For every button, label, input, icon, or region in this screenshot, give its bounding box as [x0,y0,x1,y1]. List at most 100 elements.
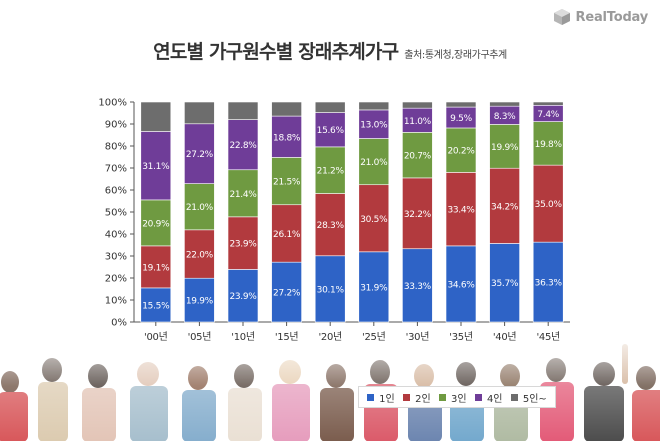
data-label: 21.5% [273,178,301,188]
bar-segment [358,109,390,139]
data-label: 15.6% [317,126,345,136]
bar-segment [271,115,302,158]
brand-logo[interactable]: RealToday [552,6,648,28]
bar-segment [402,248,433,323]
legend-swatch [367,393,375,401]
bar-segment [402,177,433,250]
x-tick-label: '20년 [318,331,342,343]
bar-segment [227,101,259,120]
legend-swatch [403,393,411,401]
data-label: 13.0% [360,121,388,131]
data-label: 19.9% [186,297,214,307]
x-tick-label: '40년 [493,331,517,343]
data-label: 7.4% [537,110,559,120]
data-label: 19.1% [142,263,170,273]
title-block: 연도별 가구원수별 장래추계가구 출처:통계청,장래가구추계 [0,37,660,64]
x-tick-label: '30년 [406,331,430,343]
y-tick-label: 0% [111,318,127,329]
bar-segment [314,112,346,148]
legend-label: 1인 [379,393,395,405]
data-label: 34.6% [447,280,475,290]
data-label: 21.0% [360,158,388,168]
bar-segment [184,101,215,125]
bar-segment [140,101,172,132]
bar-segment [184,183,215,231]
bar-segment [271,261,302,323]
data-label: 20.7% [404,152,432,162]
y-tick-label: 40% [105,230,127,241]
data-label: 27.2% [273,289,301,299]
x-tick-label: '05년 [188,331,212,343]
bar-segment [445,172,477,247]
chart-legend: 1인 2인 3인 4인 5인~ [358,386,556,408]
legend-item: 1인 [367,390,395,405]
legend-label: 5인~ [522,393,547,405]
bar-segment [271,204,302,263]
legend-item: 2인 [403,390,431,405]
chart-title: 연도별 가구원수별 장래추계가구 [153,41,399,63]
data-label: 20.9% [142,219,170,229]
bar-segment [227,216,259,270]
bar-segment [140,287,172,323]
bar-segment [489,167,520,244]
x-tick-label: '35년 [449,331,473,343]
legend-label: 3인 [451,393,467,405]
data-label: 35.7% [491,279,519,289]
data-label: 11.0% [404,117,432,127]
data-label: 19.9% [491,143,519,153]
x-tick-label: '25년 [362,331,386,343]
x-tick-label: '00년 [144,331,168,343]
bar-segment [532,101,564,106]
data-label: 27.2% [186,150,214,160]
bar-segment [227,119,259,171]
bar-segment [184,123,215,184]
bar-segment [227,269,259,323]
chart-source: 출처:통계청,장래가구추계 [404,50,507,61]
data-label: 23.9% [229,240,257,250]
bar-segment [358,138,390,186]
bar-segment [358,184,390,253]
x-tick-label: '15년 [275,331,299,343]
bar-segment [184,277,215,323]
x-tick-label: '45년 [536,331,560,343]
bar-segment [314,146,346,194]
data-label: 9.5% [450,114,472,124]
data-label: 31.9% [360,283,388,293]
bar-segment [140,199,172,247]
legend-item: 5인~ [510,390,547,405]
bar-segment [140,131,172,201]
y-tick-label: 60% [105,186,127,197]
data-label: 22.0% [186,251,214,261]
data-label: 19.8% [535,140,563,150]
data-label: 21.0% [186,203,214,213]
data-label: 22.8% [229,141,257,151]
data-label: 23.9% [229,292,257,302]
bar-segment [358,101,390,111]
bar-segment [402,107,433,133]
y-tick-label: 10% [105,296,127,307]
data-label: 18.8% [273,133,301,143]
data-label: 35.0% [535,200,563,210]
y-tick-label: 100% [98,98,127,109]
data-label: 28.3% [317,221,345,231]
data-label: 15.5% [142,301,170,311]
legend-item: 3인 [439,390,467,405]
y-tick-label: 90% [105,120,127,131]
bar-segment [271,101,302,117]
y-tick-label: 80% [105,142,127,153]
bar-segment [445,101,477,108]
cube-logo-icon [553,9,570,25]
bar-segment [314,193,346,257]
x-tick-label: '10년 [231,331,255,343]
legend-item: 4인 [474,390,503,405]
bar-segment [271,157,302,206]
data-label: 26.1% [273,230,301,240]
data-label: 34.2% [491,202,519,212]
bar-segment [314,101,346,113]
data-label: 31.1% [142,162,170,172]
data-label: 30.1% [317,285,345,295]
data-label: 20.2% [447,147,475,157]
y-tick-label: 50% [105,208,127,219]
